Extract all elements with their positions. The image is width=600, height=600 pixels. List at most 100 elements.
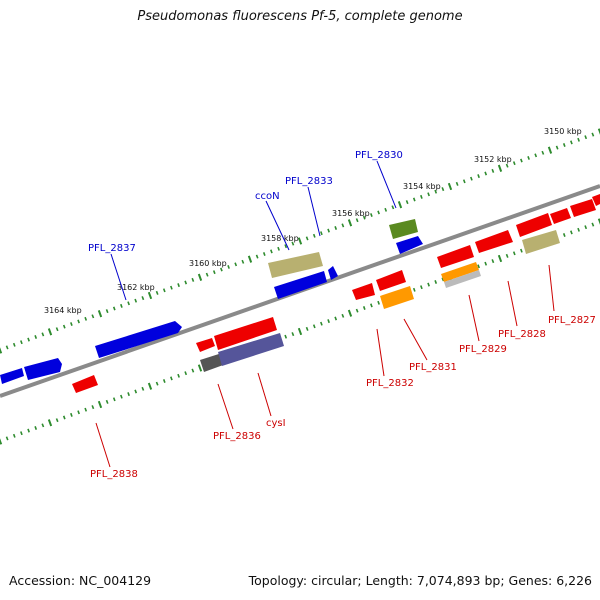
genes-lower-strand <box>72 230 560 393</box>
scale-tick-minor <box>120 394 123 399</box>
scale-tick-minor <box>355 218 359 223</box>
leader-line <box>403 318 428 361</box>
scale-tick-minor <box>420 285 423 290</box>
scale-tick-minor <box>84 407 88 412</box>
gene-label-bottom[interactable]: cysI <box>266 418 286 429</box>
gene-grey[interactable] <box>444 270 481 288</box>
scale-tick-minor <box>227 265 230 269</box>
scale-tick-minor <box>20 340 23 345</box>
gene-red[interactable] <box>570 199 596 217</box>
scale-tick-minor <box>12 342 16 347</box>
scale-tick-minor <box>177 283 180 288</box>
scale-tick-minor <box>105 399 109 404</box>
scale-tick-minor <box>262 252 266 256</box>
scale-tick-minor <box>434 189 438 194</box>
scale-tick-minor <box>162 288 166 293</box>
gene-red[interactable] <box>196 338 215 352</box>
scale-tick-minor <box>70 412 73 417</box>
scale-tick-major <box>547 146 553 154</box>
gene-label-bottom[interactable]: PFL_2829 <box>459 344 507 355</box>
scale-tick-minor <box>484 171 488 176</box>
gene-label-top[interactable]: PFL_2830 <box>355 150 403 161</box>
scale-tick-minor <box>20 431 23 436</box>
gene-cysi[interactable] <box>218 333 284 366</box>
gene-red[interactable] <box>376 270 406 291</box>
gene-pfl-2837[interactable] <box>95 321 182 358</box>
scale-tick-major <box>397 201 403 209</box>
scale-tick-minor <box>27 428 30 433</box>
gene-red[interactable] <box>592 194 600 206</box>
gene-red[interactable] <box>352 283 375 300</box>
scale-tick-minor <box>355 308 359 313</box>
gene-blue[interactable] <box>274 271 327 299</box>
scale-tick-major <box>447 182 453 191</box>
scale-tick-minor <box>41 423 45 428</box>
gene-label-bottom[interactable]: PFL_2832 <box>366 378 414 389</box>
scale-tick-major <box>497 164 503 172</box>
gene-blue[interactable] <box>24 358 62 380</box>
leader-line <box>376 328 385 377</box>
gene-labels: PFL_2830 PFL_2833 ccoN PFL_2837 PFL_2827… <box>88 150 596 480</box>
scale-tick-minor <box>512 251 516 256</box>
gene-dark-grey[interactable] <box>200 353 226 372</box>
gene-pfl-2829[interactable] <box>441 262 479 282</box>
gene-label-bottom[interactable]: PFL_2836 <box>213 431 261 442</box>
leader-line <box>257 372 272 417</box>
scale-tick-minor <box>391 205 395 210</box>
scale-tick-minor <box>141 296 145 301</box>
scale-tick-minor <box>112 306 116 311</box>
gene-pfl-2830[interactable] <box>389 219 418 239</box>
scale-tick-major <box>147 382 153 390</box>
scale-tick-minor <box>91 405 95 410</box>
scale-tick-minor <box>427 282 430 287</box>
gene-red[interactable] <box>214 317 277 350</box>
scale-tick-major <box>197 364 203 372</box>
gene-red[interactable] <box>437 245 474 268</box>
gene-blue[interactable] <box>396 236 423 254</box>
scale-tick-minor <box>70 322 73 326</box>
scale-tick-minor <box>41 332 45 337</box>
scale-tick-minor <box>5 345 9 350</box>
gene-label-top[interactable]: PFL_2837 <box>88 243 136 254</box>
gene-label-top[interactable]: ccoN <box>255 191 280 202</box>
gene-pfl-2838[interactable] <box>72 375 98 393</box>
scale-label: 3160 kbp <box>189 259 227 268</box>
scale-tick-minor <box>320 231 323 236</box>
leader-line <box>265 200 290 251</box>
scale-tick-minor <box>470 176 473 181</box>
gene-label-bottom[interactable]: PFL_2827 <box>548 315 596 326</box>
scale-tick-major <box>597 218 600 225</box>
scale-tick-minor <box>212 270 216 275</box>
gene-label-bottom[interactable]: PFL_2838 <box>90 469 138 480</box>
scale-tick-minor <box>362 306 366 310</box>
scale-tick-minor <box>327 228 330 233</box>
gene-olive[interactable] <box>522 230 560 254</box>
scale-tick-major <box>347 309 353 317</box>
gene-label-top[interactable]: PFL_2833 <box>285 176 333 187</box>
gene-label-bottom[interactable]: PFL_2831 <box>409 362 457 373</box>
scale-tick-minor <box>555 145 559 150</box>
gene-red[interactable] <box>475 230 513 253</box>
scale-tick-major <box>47 419 53 427</box>
gene-blue[interactable] <box>0 368 24 384</box>
gene-ccon[interactable] <box>328 266 338 280</box>
scale-tick-minor <box>27 337 30 342</box>
scale-tick-minor <box>127 301 130 306</box>
scale-tick-minor <box>127 392 130 397</box>
scale-tick-minor <box>520 158 523 163</box>
scale-tick-minor <box>270 249 273 254</box>
gene-red[interactable] <box>550 208 571 224</box>
gene-pfl-2833[interactable] <box>268 252 323 278</box>
scale-tick-minor <box>491 168 495 173</box>
scale-tick-minor <box>170 376 173 381</box>
gene-label-bottom[interactable]: PFL_2828 <box>498 329 546 340</box>
scale-tick-minor <box>305 326 309 331</box>
scale-tick-major <box>197 273 203 281</box>
scale-tick-minor <box>405 200 409 205</box>
gene-pfl-2831[interactable] <box>380 286 414 309</box>
scale-tick-minor <box>134 389 138 394</box>
gene-red[interactable] <box>516 213 552 237</box>
scale-tick-minor <box>34 335 38 339</box>
scale-tick-minor <box>505 163 509 168</box>
scale-label: 3158 kbp <box>261 234 299 243</box>
